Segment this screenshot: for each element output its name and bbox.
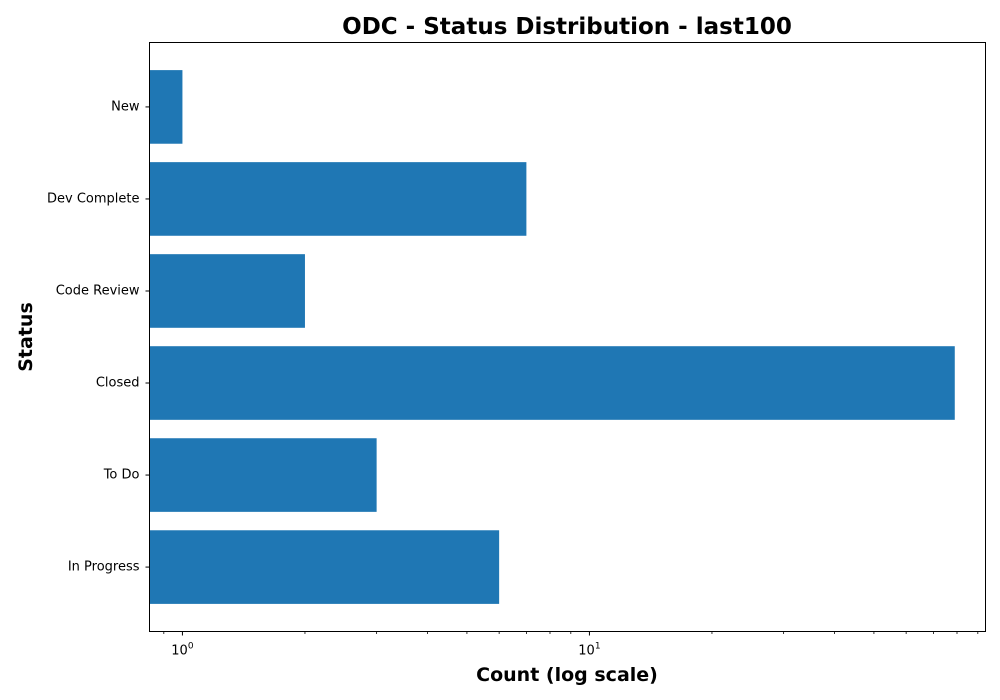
bar-to-do [149,438,377,512]
y-tick-label: New [111,99,140,114]
y-axis-label: Status [15,302,37,372]
bars-group [149,70,955,604]
x-tick-label: 100 [171,642,194,659]
chart-title: ODC - Status Distribution - last100 [342,14,792,40]
y-axis-ticks: New Dev Complete Code Review Closed To Do In … [47,99,150,575]
x-axis-label: Count (log scale) [476,664,658,686]
x-axis-ticks: 100 101 [163,631,979,659]
bar-closed [149,346,955,420]
x-tick-label: 101 [578,642,600,659]
bar-dev-complete [149,162,527,236]
plot-frame [149,42,986,632]
bar-in-progress [149,530,500,604]
y-tick-label: Dev Complete [47,191,140,206]
y-tick-label: To Do [103,468,140,483]
bar-code-review [149,254,305,328]
y-tick-label: In Progress [68,560,140,575]
y-tick-label: Closed [96,376,140,391]
bar-new [149,70,183,144]
y-tick-label: Code Review [56,283,140,298]
